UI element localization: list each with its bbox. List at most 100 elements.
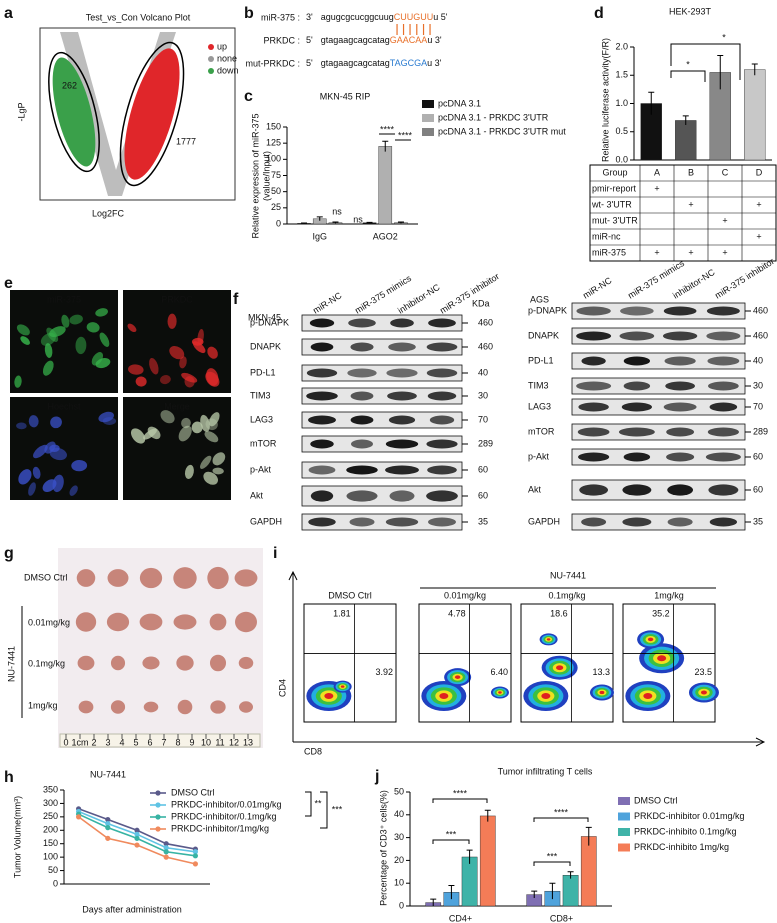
blot-band (666, 427, 695, 437)
blot-band (666, 452, 695, 462)
protein-label: GAPDH (250, 516, 282, 526)
error-bar (332, 221, 339, 224)
size-label: 460 (753, 305, 768, 315)
cell (95, 308, 108, 317)
legend-label: PRKDC-inhibitor/0.01mg/kg (171, 799, 282, 809)
significance: **** (453, 788, 468, 798)
error-bar (648, 91, 655, 115)
blot-band (350, 342, 374, 352)
group-label: DMSO Ctrl (328, 590, 372, 600)
point (76, 814, 82, 820)
group-label: 1mg/kg (28, 700, 58, 710)
error-bar (567, 871, 574, 879)
sequence-body: agugcgcucggcuug (321, 12, 394, 22)
protein-label: mTOR (528, 426, 555, 436)
error-bar (585, 826, 592, 846)
blot-band (426, 490, 458, 502)
panel-label: g (4, 545, 14, 562)
group-label: DMSO Ctrl (24, 572, 68, 582)
cell (184, 464, 194, 479)
bar (675, 120, 697, 161)
tumor (239, 701, 253, 713)
size-label: 60 (753, 484, 763, 494)
y-tick-label: 1.0 (615, 98, 628, 108)
ruler-label: 1cm (71, 737, 88, 747)
sequence: 5' gtagaagcagcatagGAACAAu 3' (306, 35, 442, 45)
density-blob (541, 693, 551, 700)
blot-band (310, 490, 334, 502)
binding-site: TAGCGA (390, 58, 427, 68)
cell (181, 417, 191, 429)
protein-label: Akt (528, 484, 542, 494)
ruler-label: 11 (215, 737, 224, 747)
cell (61, 314, 70, 328)
lane-label: miR-375 inhibitor (438, 271, 501, 316)
blot-band (426, 439, 458, 449)
volcano-outline (48, 51, 100, 173)
channel-label: PRKDC (161, 294, 193, 304)
blot-band (708, 484, 739, 496)
blot-band (385, 517, 419, 527)
sequence-end: 3' (306, 12, 313, 22)
density-blob (700, 690, 707, 695)
blot-band (665, 381, 696, 391)
sequence-body: gtagaagcagcatag (321, 58, 390, 68)
tumor (107, 569, 129, 587)
panel-label: e (4, 275, 13, 292)
blot-band (387, 391, 417, 401)
size-label: 30 (753, 380, 763, 390)
error-bar (549, 882, 556, 900)
blot-band (709, 402, 738, 412)
tumor (139, 567, 163, 589)
density-blob (556, 665, 564, 671)
significance-bracket (432, 798, 488, 803)
error-bar (682, 115, 689, 125)
binding-site: GAACAA (390, 35, 428, 45)
blot-band (576, 381, 612, 391)
channel-label: miR-375 (47, 294, 81, 304)
legend-label: PRKDC-inhibitor 0.01mg/kg (634, 811, 745, 821)
chart-title: HEK-293T (669, 6, 712, 16)
treatment-label: NU-7441 (550, 570, 586, 580)
y-tick-label: 0.0 (615, 154, 628, 164)
cell (50, 416, 62, 429)
legend-label: DMSO Ctrl (171, 787, 215, 797)
size-label: 289 (478, 438, 493, 448)
quadrant-value: 23.5 (694, 667, 712, 677)
protein-label: DNAPK (250, 341, 281, 351)
axis-arrow (293, 737, 766, 747)
sequence-end: u 5' (433, 12, 448, 22)
blot-band (309, 318, 335, 328)
blot-band (428, 318, 456, 328)
size-label: 289 (753, 426, 768, 436)
lane-label: miR-375 inhibitor (713, 256, 776, 301)
ruler-label: 7 (161, 737, 166, 747)
cell (212, 452, 226, 466)
micrograph (123, 397, 231, 500)
blot-band (310, 342, 334, 352)
tumor (207, 566, 229, 590)
cell (149, 357, 159, 375)
blot-band (663, 306, 697, 316)
cell (18, 469, 32, 485)
y-axis-label: Tumor Volume(mm³) (12, 796, 22, 878)
point (105, 820, 111, 827)
cell (160, 410, 175, 424)
sequence-end: u 3' (427, 58, 442, 68)
sequence-body: gtagaagcagcatag (321, 35, 390, 45)
point (192, 853, 198, 859)
cell (69, 485, 78, 496)
cell (128, 364, 144, 375)
y-tick-label: 100 (266, 154, 281, 164)
group-label: 0.1mg/kg (548, 590, 585, 600)
tumor (173, 614, 197, 630)
protein-label: p-Akt (250, 464, 272, 474)
table-header: D (756, 167, 763, 177)
significance: * (686, 59, 690, 69)
error-bar (484, 809, 491, 822)
legend-label: PRKDC-inhibito 0.1mg/kg (634, 826, 737, 836)
blot-band (707, 427, 739, 437)
cell (49, 326, 66, 338)
table-header: Group (602, 167, 627, 177)
ruler-label: 8 (175, 737, 180, 747)
